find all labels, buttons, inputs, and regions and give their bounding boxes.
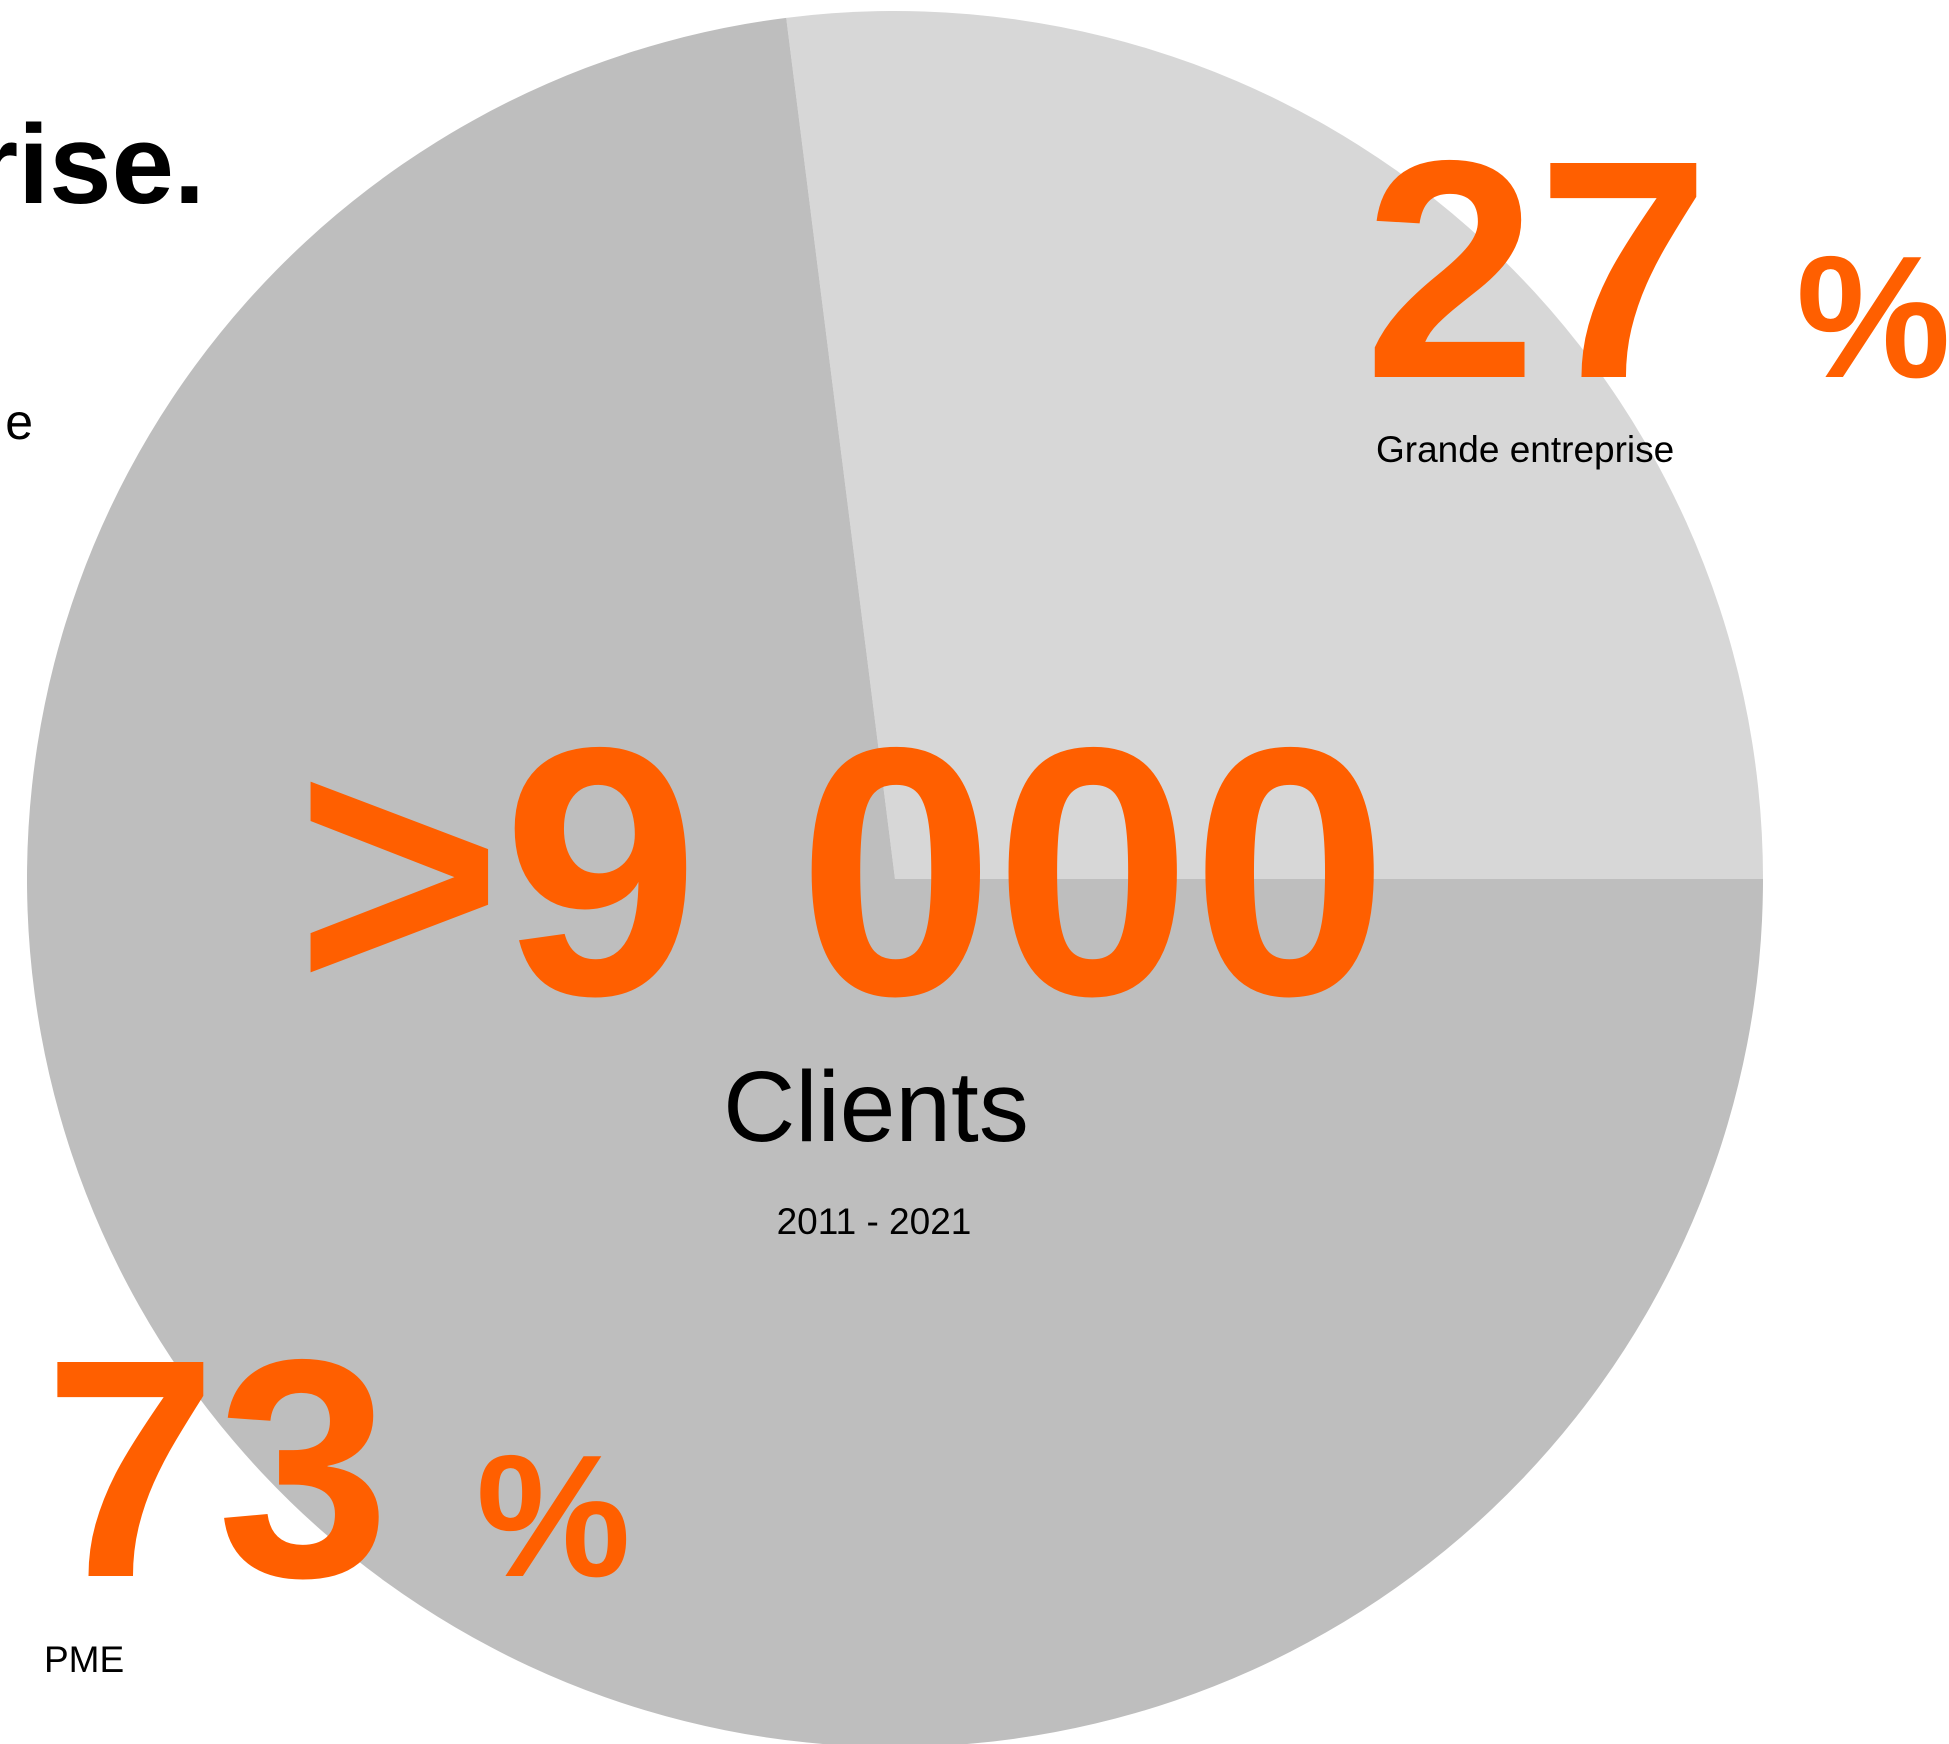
value-label: 27 [1364,95,1710,443]
heading-fragment: n [0,0,3,105]
center-caption: 2011 - 2021 [777,1201,972,1242]
pie [27,10,1763,1744]
category-label: Grande entreprise [1376,429,1674,470]
body-fragment: e [5,394,33,450]
center-figure: >9 000 [296,675,1389,1070]
value-unit: % [1796,219,1949,414]
heading-fragment: rise. [0,102,205,227]
value-unit: % [476,1418,631,1613]
pie-slice [786,10,1763,879]
category-label: PME [44,1639,124,1680]
center-label: Clients [723,1051,1029,1163]
value-label: 73 [44,1294,390,1642]
pie-slice [27,17,1763,1744]
